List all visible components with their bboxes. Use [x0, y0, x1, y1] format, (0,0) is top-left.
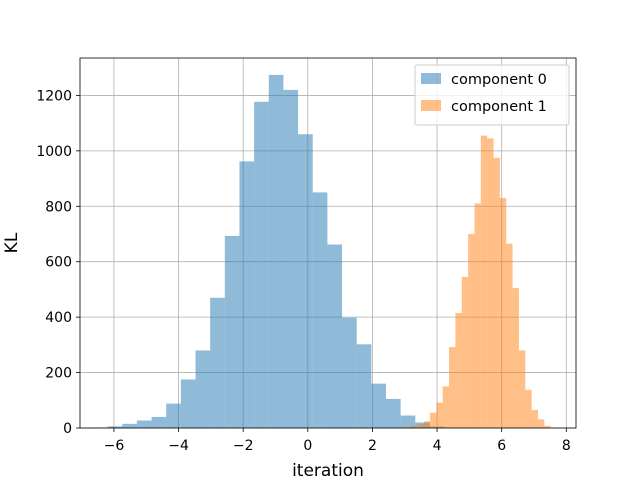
bar-series-1-bin-18: [512, 288, 519, 428]
bar-series-0-bin-10: [239, 161, 255, 428]
bar-series-0-bin-12: [268, 74, 284, 428]
bar-series-1-bin-19: [518, 350, 526, 428]
x-tick-label-0: −6: [104, 438, 125, 454]
bar-series-0-bin-13: [283, 89, 299, 429]
x-tick-label-2: −2: [233, 438, 254, 454]
bar-series-1-bin-11: [468, 233, 475, 428]
bar-series-0-bin-8: [210, 297, 225, 428]
legend-swatch-component-0: [421, 73, 441, 84]
bar-series-0-bin-7: [195, 350, 211, 428]
bar-series-1-bin-7: [442, 386, 450, 428]
y-tick-label-4: 800: [45, 199, 72, 215]
bar-series-0-bin-9: [224, 235, 240, 428]
legend-label-component-1: component 1: [451, 99, 547, 115]
bar-series-0-bin-5: [166, 403, 181, 428]
x-axis-label: iteration: [292, 461, 364, 480]
bar-series-1-bin-13: [480, 135, 488, 428]
y-tick-label-6: 1200: [36, 88, 72, 104]
bar-series-0-bin-18: [356, 344, 372, 428]
x-tick-label-6: 6: [497, 438, 506, 454]
y-axis-label: KL: [2, 232, 22, 253]
x-tick-label-3: 0: [303, 438, 312, 454]
legend: component 0 component 1: [414, 64, 570, 126]
y-tick-label-3: 600: [45, 255, 72, 271]
y-tick-label-5: 1000: [36, 144, 72, 160]
y-tick-label-2: 400: [45, 310, 72, 326]
bar-series-1-bin-21: [531, 409, 538, 428]
bar-series-0-bin-14: [298, 134, 313, 428]
histogram-bars: [92, 74, 551, 429]
bar-series-1-bin-14: [487, 138, 494, 429]
bar-series-0-bin-3: [136, 420, 152, 428]
bar-series-1-bin-6: [436, 402, 443, 428]
bar-series-0-bin-15: [312, 192, 328, 428]
bar-series-1-bin-3: [417, 424, 424, 428]
bar-series-0-bin-20: [386, 398, 401, 428]
bar-series-0-bin-19: [371, 383, 387, 428]
bar-series-0-bin-11: [254, 101, 269, 429]
bar-series-1-bin-2: [410, 425, 418, 428]
legend-swatch-component-1: [421, 100, 441, 111]
bar-series-0-bin-21: [400, 415, 416, 428]
bar-series-1-bin-9: [455, 312, 462, 428]
legend-box: [414, 64, 570, 126]
x-tick-label-1: −4: [168, 438, 189, 454]
bar-series-1-bin-22: [537, 419, 545, 428]
bar-series-0-bin-17: [342, 317, 357, 428]
x-tick-label-4: 2: [368, 438, 377, 454]
bar-series-1-bin-16: [499, 197, 507, 428]
plot-frame: [79, 57, 577, 429]
x-tick-label-7: 8: [562, 438, 571, 454]
bar-series-1-bin-5: [430, 412, 437, 428]
bar-series-1-bin-17: [506, 243, 513, 428]
bar-series-1-bin-20: [525, 389, 532, 428]
y-tick-label-1: 200: [45, 366, 72, 382]
y-tick-label-0: 0: [63, 421, 72, 437]
x-tick-label-5: 4: [433, 438, 442, 454]
bar-series-1-bin-12: [474, 203, 481, 428]
bar-series-0-bin-2: [122, 423, 137, 428]
bar-series-0-bin-1: [107, 426, 123, 428]
bar-series-0-bin-4: [151, 416, 167, 428]
bar-series-1-bin-1: [404, 427, 411, 428]
bar-series-1-bin-4: [423, 421, 431, 428]
bar-series-1-bin-8: [449, 347, 456, 428]
legend-label-component-0: component 0: [451, 72, 547, 88]
bar-series-0-bin-16: [327, 244, 343, 428]
axis-ticks: −6 −4 −2 0 2 4 6 8 0 200 400 600 800 1000 1200: [36, 88, 570, 454]
bar-series-0-bin-6: [180, 379, 196, 428]
bar-series-1-bin-23: [544, 425, 551, 428]
bar-series-1-bin-10: [461, 276, 469, 428]
bar-series-1-bin-15: [493, 157, 500, 429]
